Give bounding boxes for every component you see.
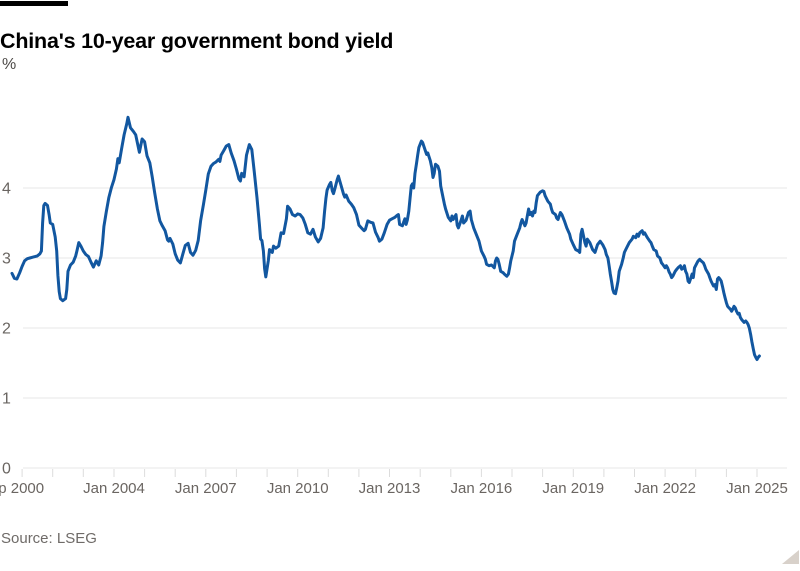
- y-axis-tick-label: 1: [2, 391, 11, 408]
- y-axis-tick-label: 2: [2, 321, 11, 338]
- x-axis-tick-label: Jan 2013: [359, 480, 421, 497]
- x-axis-tick-label: Jan 2010: [267, 480, 329, 497]
- x-axis-tick-label: Jan 2025: [726, 480, 788, 497]
- top-strap-bar: [0, 1, 68, 6]
- x-axis-tick-label: Jan 2022: [634, 480, 696, 497]
- yield-line: [10, 115, 761, 361]
- corner-triangle-icon: [782, 550, 799, 564]
- x-axis-tick-label: Jan 2019: [542, 480, 604, 497]
- source-note: Source: LSEG: [1, 530, 97, 547]
- x-axis-tick-label: Jan 2004: [83, 480, 145, 497]
- y-axis-tick-label: 3: [2, 251, 11, 268]
- x-axis-tick-label: Jan 2016: [451, 480, 513, 497]
- page-title: China's 10-year government bond yield: [0, 29, 394, 54]
- y-axis-tick-label: 4: [2, 181, 11, 198]
- y-axis-unit-label: %: [2, 56, 17, 73]
- x-axis-tick-label: Sep 2000: [0, 480, 44, 497]
- x-axis-tick-label: Jan 2007: [175, 480, 237, 497]
- y-axis-tick-label: 0: [2, 461, 11, 478]
